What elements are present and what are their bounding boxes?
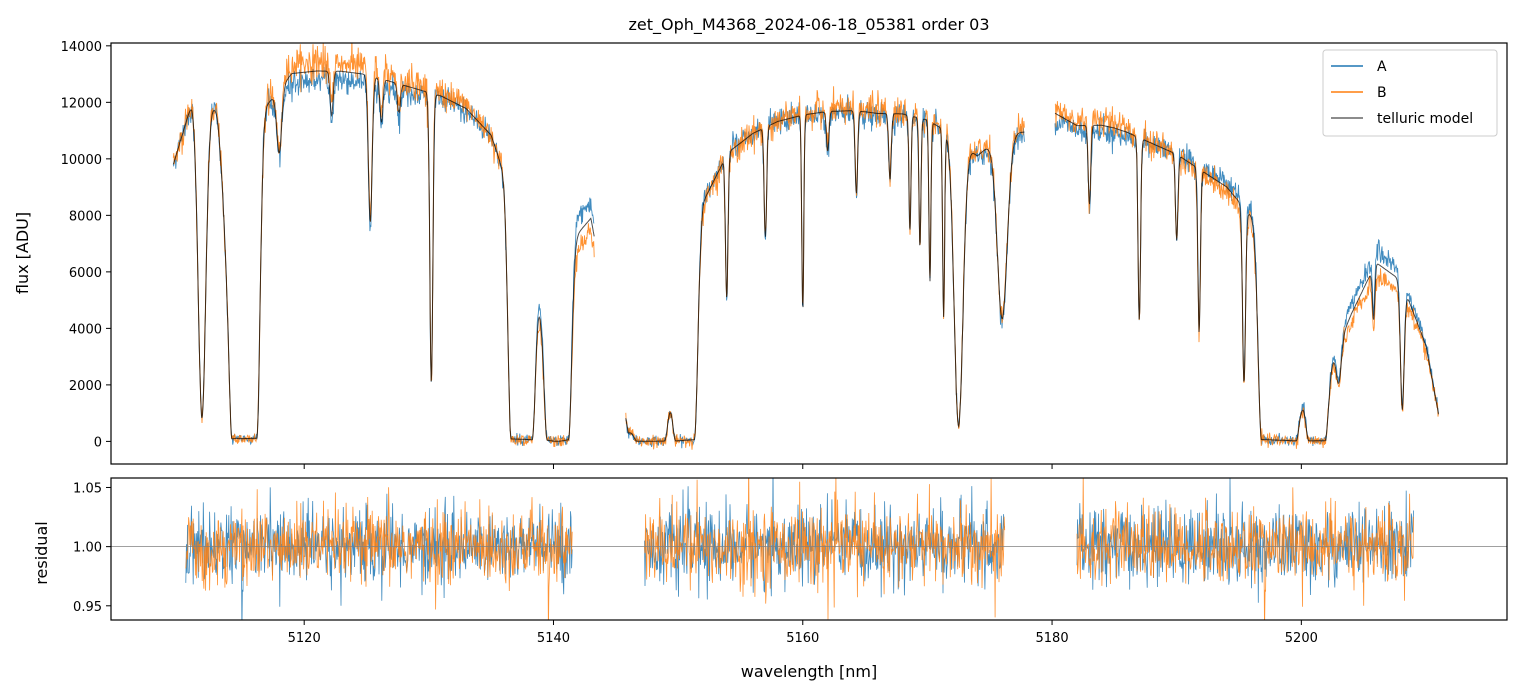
telluric-model-line xyxy=(172,70,595,442)
residual-B-line xyxy=(644,478,1006,620)
series-B-line xyxy=(172,43,595,448)
x-tick-label: 5120 xyxy=(288,631,321,646)
flux-series-group xyxy=(172,43,1439,450)
x-tick-label: 5160 xyxy=(786,631,819,646)
flux-y-tick-label: 12000 xyxy=(61,96,102,111)
residual-y-axis-label: residual xyxy=(32,521,51,584)
residual-B-line xyxy=(185,487,573,620)
flux-y-axis: 0 2000 4000 6000 8000 10000 12000 14000 xyxy=(61,40,111,450)
flux-panel: 0 2000 4000 6000 8000 10000 12000 14000 flux [A… xyxy=(13,40,1508,469)
legend-label-B: B xyxy=(1377,85,1387,101)
flux-y-tick-label: 4000 xyxy=(69,322,102,337)
chart-title: zet_Oph_M4368_2024-06-18_05381 order 03 xyxy=(628,15,989,35)
residual-y-tick-label: 1.05 xyxy=(73,481,102,496)
flux-panel-frame xyxy=(110,42,1508,465)
residual-B-line xyxy=(1076,478,1414,620)
x-tick-label: 5200 xyxy=(1285,631,1318,646)
flux-y-tick-label: 14000 xyxy=(61,40,102,55)
residual-x-axis: 5120 5140 5160 5180 5200 xyxy=(288,620,1318,646)
legend-box xyxy=(1322,49,1498,137)
flux-y-tick-label: 0 xyxy=(94,435,102,450)
flux-y-tick-label: 6000 xyxy=(69,266,102,281)
x-tick-label: 5140 xyxy=(537,631,570,646)
residual-panel: 0.95 1.00 1.05 5120 5140 5160 5180 5200 residu… xyxy=(32,477,1508,681)
residual-y-tick-label: 0.95 xyxy=(73,600,102,615)
legend-label-telluric-model: telluric model xyxy=(1377,111,1473,127)
legend: A B telluric model xyxy=(1322,49,1498,137)
flux-y-tick-label: 2000 xyxy=(69,379,102,394)
flux-y-tick-label: 10000 xyxy=(61,153,102,168)
x-axis-label: wavelength [nm] xyxy=(741,662,878,681)
legend-label-A: A xyxy=(1377,59,1387,75)
residual-panel-frame xyxy=(110,477,1508,621)
flux-y-axis-label: flux [ADU] xyxy=(13,212,32,294)
residual-series-group xyxy=(111,478,1507,620)
flux-y-tick-label: 8000 xyxy=(69,209,102,224)
telluric-model-line xyxy=(1054,112,1439,442)
residual-y-axis: 0.95 1.00 1.05 xyxy=(73,481,111,615)
series-A-line xyxy=(172,64,595,447)
residual-y-tick-label: 1.00 xyxy=(73,541,102,556)
telluric-model-line xyxy=(625,110,1025,442)
series-A-line xyxy=(625,94,1025,449)
x-tick-label: 5180 xyxy=(1036,631,1069,646)
flux-x-ticks xyxy=(303,464,1302,469)
